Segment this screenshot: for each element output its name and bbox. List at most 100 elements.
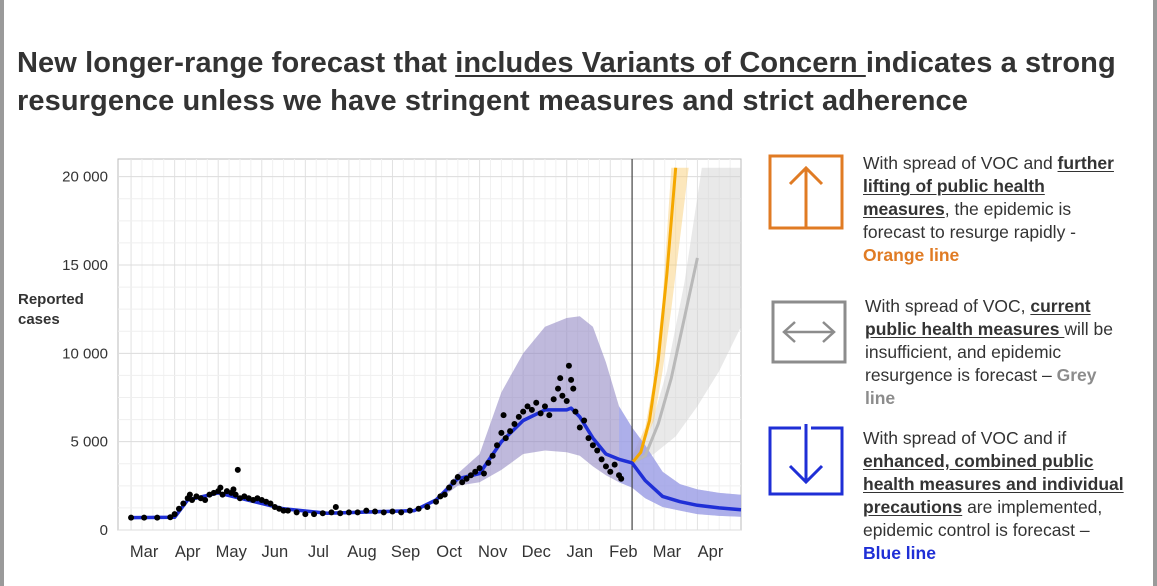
observed-point [494, 442, 501, 449]
x-tick-label: Jun [262, 543, 289, 561]
x-tick-label: Aug [347, 543, 376, 561]
observed-point [441, 491, 448, 498]
x-tick-label: Dec [522, 543, 551, 561]
observed-point [568, 376, 575, 383]
slide-frame-right [1153, 0, 1157, 586]
observed-point [485, 459, 492, 466]
slide-frame-left [0, 0, 4, 586]
cases-forecast-chart: 0 5 000 10 000 15 000 20 000 Mar Apr May Jun Jul A… [62, 140, 743, 561]
x-tick-label: Jul [308, 543, 329, 561]
arrow-left-right-icon [771, 300, 847, 364]
x-tick-label: Apr [175, 543, 201, 561]
observed-point [454, 474, 461, 480]
observed-point [189, 496, 196, 503]
observed-point [515, 413, 522, 420]
observed-point [498, 429, 505, 436]
panel-blue-text-a: With spread of VOC and if [863, 428, 1067, 448]
observed-point [537, 410, 544, 417]
observed-point [550, 396, 557, 403]
x-tick-label: Sep [391, 543, 420, 561]
panel-blue-underlined: enhanced, combined public health measure… [863, 451, 1124, 517]
observed-point [598, 456, 605, 463]
slide-title: New longer-range forecast that includes … [17, 44, 1147, 120]
observed-point [557, 375, 564, 382]
observed-point [500, 412, 507, 419]
observed-point [576, 424, 583, 431]
orange-forecast-line [630, 167, 678, 464]
observed-point [563, 398, 570, 405]
observed-point [511, 421, 518, 427]
grey-line-tag: Grey line [865, 365, 1097, 408]
observed-point [559, 392, 566, 399]
observed-point [406, 507, 413, 514]
x-tick-label: May [216, 543, 248, 561]
observed-point [546, 412, 553, 419]
observed-point [284, 507, 291, 514]
x-tick-label: Nov [478, 543, 508, 561]
observed-point [502, 435, 509, 442]
observed-point [128, 514, 135, 521]
model-uncertainty-band [436, 316, 741, 517]
observed-point [219, 491, 226, 498]
observed-point [433, 498, 440, 505]
observed-point [311, 511, 318, 518]
observed-point [570, 385, 577, 392]
observed-point [332, 504, 339, 511]
observed-point [267, 500, 274, 507]
x-tick-label: Feb [609, 543, 637, 561]
panel-orange-underlined: further lifting of public health measure… [863, 153, 1114, 219]
observed-point [476, 465, 483, 472]
observed-point [328, 509, 335, 516]
title-underlined: includes Variants of Concern [455, 47, 866, 79]
observed-point [602, 463, 609, 470]
observed-point [415, 505, 422, 512]
observed-point [363, 507, 370, 514]
observed-point [319, 510, 326, 517]
observed-point [424, 504, 431, 511]
y-tick-label: 0 [100, 522, 108, 539]
observed-point [589, 442, 596, 449]
observed-point [345, 509, 352, 516]
observed-point [171, 511, 178, 518]
observed-point [154, 514, 161, 521]
orange-line-tag: Orange line [863, 245, 960, 265]
panel-orange-text-a: With spread of VOC and [863, 153, 1058, 173]
x-tick-label: Oct [436, 543, 462, 561]
observed-point [533, 399, 540, 406]
observed-point [167, 514, 174, 521]
observed-point [472, 468, 479, 475]
title-part1: New longer-range forecast that [17, 47, 456, 79]
orange-forecast-band [632, 167, 689, 465]
y-tick-label: 20 000 [62, 169, 108, 186]
grey-forecast-line [631, 257, 699, 465]
observed-point [230, 486, 237, 493]
panel-grey-text-a: With spread of VOC, [865, 296, 1031, 316]
observed-point [293, 509, 300, 516]
x-tick-label: Jan [566, 543, 593, 561]
panel-grey-text: With spread of VOC, current public healt… [865, 295, 1127, 410]
observed-point [585, 435, 592, 442]
blue-forecast-band [619, 406, 741, 517]
panel-grey-text-b: will be insufficient, and epidemic resur… [865, 319, 1114, 385]
panel-blue-text-b: are implemented, epidemic control is for… [863, 497, 1103, 540]
observed-point [528, 406, 535, 413]
observed-point [594, 447, 601, 454]
observed-point [446, 484, 453, 491]
observed-point [489, 452, 496, 459]
observed-point [354, 509, 361, 516]
observed-point [180, 500, 187, 507]
panel-orange-text-b: , the epidemic is forecast to resurge ra… [863, 199, 1077, 242]
y-tick-label: 5 000 [70, 434, 108, 451]
observed-point [524, 403, 531, 410]
y-tick-label: 15 000 [62, 257, 108, 274]
observed-point [186, 491, 193, 498]
observed-point [217, 484, 224, 491]
observed-point [175, 505, 182, 512]
x-tick-label: Apr [698, 543, 724, 561]
observed-point [463, 475, 470, 482]
observed-point [572, 408, 579, 415]
observed-point [450, 479, 457, 486]
x-tick-label: Mar [653, 543, 682, 561]
observed-point [232, 491, 239, 498]
observed-point [141, 514, 148, 521]
